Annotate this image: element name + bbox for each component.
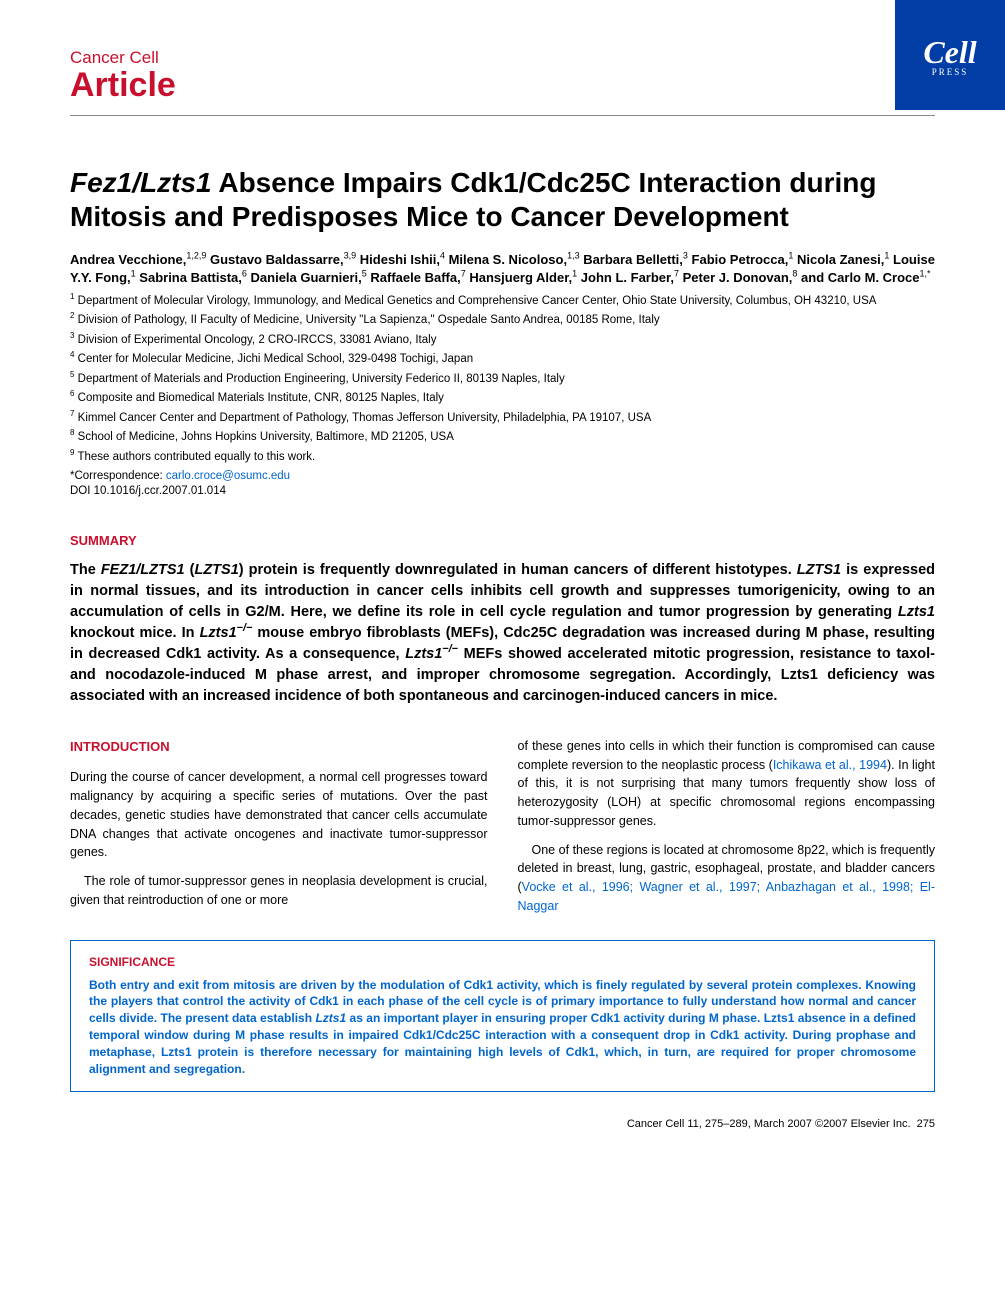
affiliation-item: 7 Kimmel Cancer Center and Department of…: [70, 411, 935, 427]
intro-right-text: of these genes into cells in which their…: [518, 737, 936, 916]
journal-name: Cancer Cell: [70, 48, 935, 68]
significance-box: SIGNIFICANCE Both entry and exit from mi…: [70, 940, 935, 1093]
affiliation-item: 5 Department of Materials and Production…: [70, 372, 935, 388]
author-list: Andrea Vecchione,1,2,9 Gustavo Baldassar…: [70, 251, 935, 287]
summary-text: The FEZ1/LZTS1 (LZTS1) protein is freque…: [70, 560, 935, 707]
introduction-col-left: INTRODUCTION During the course of cancer…: [70, 737, 488, 916]
correspondence-email-link[interactable]: carlo.croce@osumc.edu: [166, 470, 290, 482]
affiliation-item: 6 Composite and Biomedical Materials Ins…: [70, 391, 935, 407]
page-container: Cancer Cell Article Cell PRESS Fez1/Lzts…: [0, 0, 1005, 1160]
footer-citation: Cancer Cell 11, 275–289, March 2007 ©200…: [627, 1118, 911, 1130]
article-title: Fez1/Lzts1 Absence Impairs Cdk1/Cdc25C I…: [70, 166, 935, 233]
correspondence: *Correspondence: carlo.croce@osumc.edu: [70, 469, 935, 485]
footer-page-number: 275: [917, 1118, 935, 1130]
article-type: Article: [70, 66, 935, 105]
affiliation-list: 1 Department of Molecular Virology, Immu…: [70, 294, 935, 466]
header: Cancer Cell Article Cell PRESS: [70, 48, 935, 116]
summary-heading: SUMMARY: [70, 533, 935, 548]
page-footer: Cancer Cell 11, 275–289, March 2007 ©200…: [70, 1118, 935, 1130]
significance-heading: SIGNIFICANCE: [89, 955, 916, 969]
correspondence-label: *Correspondence:: [70, 470, 166, 482]
header-divider: [70, 115, 935, 116]
badge-main-text: Cell: [923, 34, 976, 71]
affiliation-item: 9 These authors contributed equally to t…: [70, 450, 935, 466]
introduction-columns: INTRODUCTION During the course of cancer…: [70, 737, 935, 916]
affiliation-item: 3 Division of Experimental Oncology, 2 C…: [70, 333, 935, 349]
affiliation-item: 4 Center for Molecular Medicine, Jichi M…: [70, 352, 935, 368]
introduction-heading: INTRODUCTION: [70, 737, 488, 757]
introduction-col-right: of these genes into cells in which their…: [518, 737, 936, 916]
affiliation-item: 2 Division of Pathology, II Faculty of M…: [70, 313, 935, 329]
significance-text: Both entry and exit from mitosis are dri…: [89, 977, 916, 1078]
doi: DOI 10.1016/j.ccr.2007.01.014: [70, 485, 935, 497]
affiliation-item: 1 Department of Molecular Virology, Immu…: [70, 294, 935, 310]
cell-press-badge: Cell PRESS: [895, 0, 1005, 110]
badge-sub-text: PRESS: [932, 67, 969, 77]
affiliation-item: 8 School of Medicine, Johns Hopkins Univ…: [70, 430, 935, 446]
intro-left-text: During the course of cancer development,…: [70, 768, 488, 909]
